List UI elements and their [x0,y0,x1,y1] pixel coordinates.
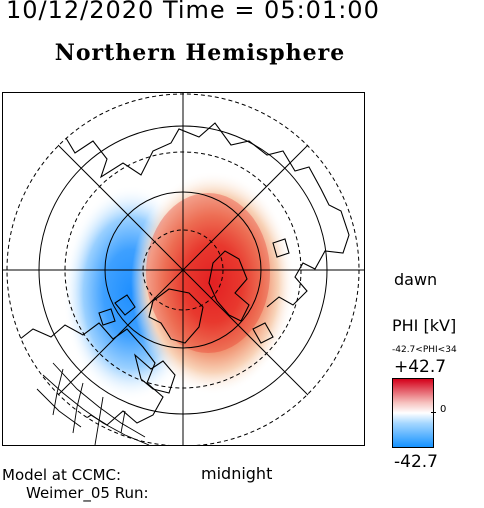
model-credit-line2: Weimer_05 Run: [26,484,149,502]
colorbar-title: PHI [kV] [392,316,457,335]
polar-map-frame [2,92,365,446]
coast-eurasia [62,122,350,308]
coast-islands [98,238,290,344]
colorbar-range: -42.7<PHI<34 [392,345,457,355]
colorbar-min-label: -42.7 [394,452,438,472]
polar-map [3,93,364,445]
colorbar [392,378,434,448]
colorbar-zero-tick [431,412,436,413]
projection-grid [36,362,150,445]
midnight-label: midnight [201,464,273,483]
coast-scandinavia [208,250,250,322]
meridians [3,93,364,445]
model-credit-line1: Model at CCMC: [2,466,122,484]
potential-cells [63,171,295,401]
date-time-title: 10/12/2020 Time = 05:01:00 [6,0,380,24]
dawn-label: dawn [394,270,438,289]
coast-greenland [148,288,204,344]
coast-alaska [36,392,74,444]
colorbar-max-label: +42.7 [394,357,447,377]
hemisphere-title: Northern Hemisphere [54,40,346,66]
colorbar-zero-label: 0 [440,404,447,415]
